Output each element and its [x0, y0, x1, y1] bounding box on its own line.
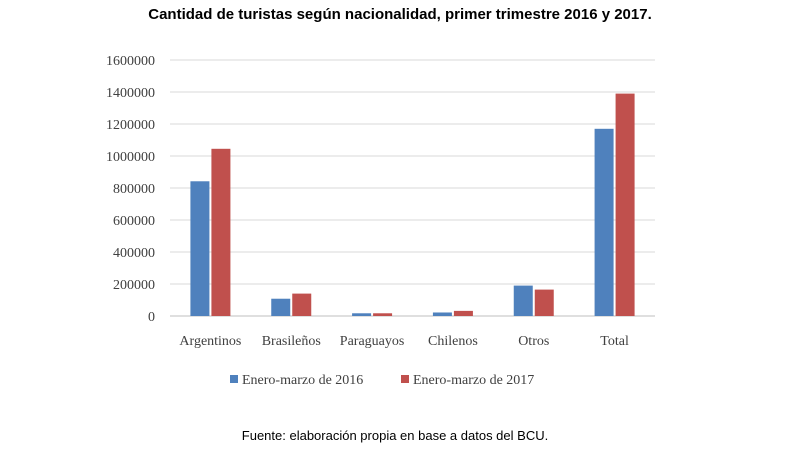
source-note: Fuente: elaboración propia en base a dat… [241, 428, 549, 443]
x-tick-label: Otros [518, 334, 549, 349]
bar-otros-series-2 [534, 289, 554, 316]
y-tick-label: 200000 [113, 278, 155, 293]
legend-swatch [401, 375, 409, 383]
bar-argentinos-series-1 [190, 181, 210, 316]
chart-title: Cantidad de turistas según nacionalidad,… [148, 6, 652, 23]
y-tick-label: 800000 [113, 182, 155, 197]
bars [190, 93, 635, 316]
bar-chart: 0 200000 400000 600000 800000 1000000 1200000 1… [106, 54, 655, 388]
bar-paraguayos-series-1 [352, 313, 372, 316]
legend: Enero-marzo de 2016 Enero-marzo de 2017 [230, 373, 534, 388]
bar-chilenos-series-1 [432, 312, 452, 316]
y-tick-label: 600000 [113, 214, 155, 229]
y-axis-tick-labels: 0 200000 400000 600000 800000 1000000 1200000 1… [106, 54, 155, 325]
y-tick-label: 1600000 [106, 54, 155, 69]
gridlines [170, 59, 655, 317]
y-tick-label: 0 [148, 310, 155, 325]
x-tick-label: Total [600, 334, 629, 349]
bar-otros-series-1 [513, 285, 533, 316]
bar-total-series-2 [615, 93, 635, 316]
bar-total-series-1 [594, 128, 614, 316]
legend-swatch [230, 375, 238, 383]
x-tick-label: Chilenos [428, 334, 478, 349]
x-tick-label: Brasileños [262, 334, 321, 349]
x-axis-tick-labels: Argentinos Brasileños Paraguayos Chilenos Ot… [179, 334, 629, 349]
legend-label: Enero-marzo de 2016 [242, 373, 363, 388]
y-tick-label: 1400000 [106, 86, 155, 101]
y-tick-label: 400000 [113, 246, 155, 261]
bar-chilenos-series-2 [453, 310, 473, 316]
x-tick-label: Paraguayos [340, 334, 405, 349]
bar-argentinos-series-2 [211, 148, 231, 316]
bar-brasileños-series-2 [292, 293, 312, 316]
bar-paraguayos-series-2 [373, 313, 393, 316]
y-tick-label: 1000000 [106, 150, 155, 165]
bar-brasileños-series-1 [271, 298, 291, 316]
x-tick-label: Argentinos [179, 334, 241, 349]
legend-label: Enero-marzo de 2017 [413, 373, 534, 388]
y-tick-label: 1200000 [106, 118, 155, 133]
